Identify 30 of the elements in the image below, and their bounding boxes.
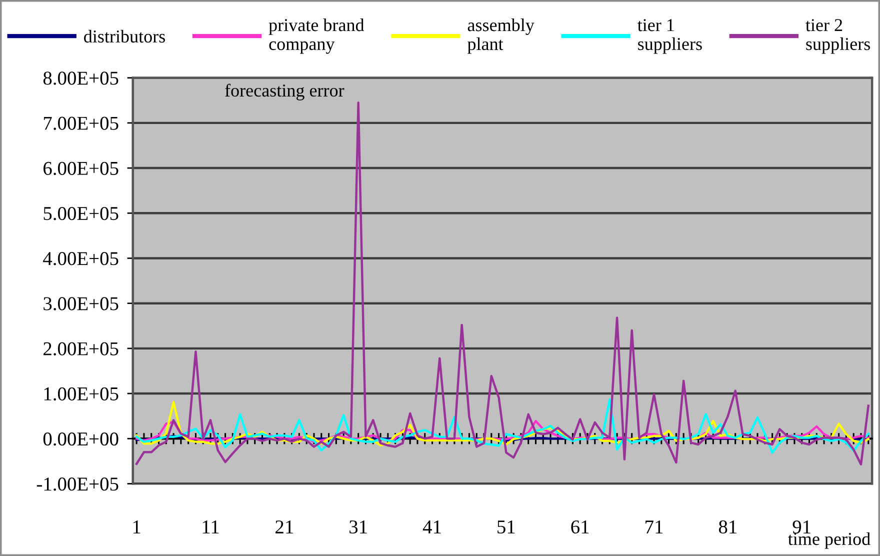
- legend-label: distributors: [84, 30, 165, 43]
- line-series: [135, 398, 870, 454]
- line-series: [135, 102, 870, 466]
- y-tick-label: 6.00E+05: [44, 162, 118, 176]
- legend-label: assembly plant: [468, 18, 534, 54]
- legend-label: tier 2 suppliers: [806, 19, 870, 54]
- x-tick-label: 51: [498, 520, 515, 534]
- x-tick-label: 81: [718, 520, 736, 534]
- legend-label: tier 1 suppliers: [638, 19, 702, 54]
- y-tick-label: 5.00E+05: [44, 206, 118, 220]
- y-tick-label: 7.00E+05: [44, 116, 118, 130]
- y-tick-label: 4.00E+05: [43, 252, 118, 266]
- x-tick-label: 41: [422, 520, 441, 534]
- x-tick-label: 31: [350, 520, 367, 534]
- x-tick-label: 71: [646, 520, 663, 534]
- y-axis-title: forecasting error: [225, 84, 344, 100]
- y-tick-label: 0.00E+00: [43, 432, 118, 446]
- y-tick-label: 1.00E+05: [44, 387, 118, 401]
- y-tick-label: -1.00E+05: [36, 478, 118, 491]
- x-tick-label: 61: [571, 520, 589, 534]
- y-tick-label: 2.00E+05: [44, 342, 118, 356]
- legend-label: private brand company: [268, 18, 364, 54]
- x-tick-label: 11: [202, 520, 219, 534]
- x-tick-label: 91: [792, 520, 810, 534]
- y-tick-label: 8.00E+05: [43, 72, 118, 85]
- line-series: [135, 400, 870, 446]
- x-axis-title: time period: [788, 532, 870, 549]
- y-tick-label: 3.00E+05: [44, 297, 118, 310]
- x-tick-label: 21: [276, 520, 293, 534]
- x-tick-label: 1: [133, 520, 140, 534]
